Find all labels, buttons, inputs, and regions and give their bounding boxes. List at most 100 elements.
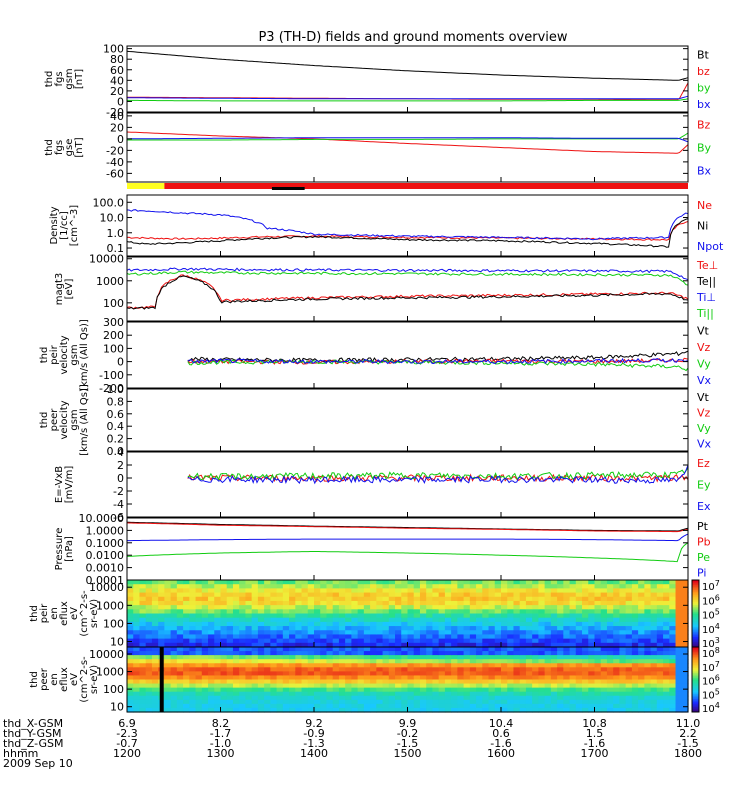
heatmap-cell (656, 634, 664, 640)
heatmap-cell (469, 707, 477, 713)
heatmap-cell (501, 675, 508, 681)
heatmap-cell (519, 584, 527, 589)
heatmap-cell (594, 605, 602, 610)
heatmap-cell (189, 617, 197, 623)
heatmap-cell (307, 691, 315, 697)
heatmap-cell (401, 584, 409, 589)
heatmap-cell (463, 584, 471, 589)
heatmap-cell (463, 675, 471, 681)
heatmap-cell (245, 663, 253, 668)
heatmap-cell (631, 699, 639, 705)
y-tick-label: -40 (106, 156, 124, 169)
heatmap-cell (519, 659, 527, 664)
heatmap-cell (183, 679, 190, 685)
heatmap-cell (245, 592, 253, 598)
heatmap-cell (351, 695, 359, 701)
x-tick-label: -0.7 (116, 737, 137, 750)
heatmap-cell (656, 703, 664, 709)
heatmap-cell (401, 707, 409, 713)
heatmap-cell (351, 675, 359, 681)
heatmap-cell (594, 609, 602, 615)
heatmap-cell (295, 584, 303, 589)
heatmap-cell (176, 596, 184, 602)
heatmap-cell (656, 647, 664, 652)
heatmap-cell (314, 647, 321, 652)
heatmap-cell (189, 592, 197, 598)
heatmap-cell (326, 667, 334, 672)
heatmap-cell (525, 683, 533, 689)
heatmap-cell (338, 626, 346, 631)
heatmap-cell (569, 634, 577, 640)
y-axis-label-line: peir (49, 344, 60, 364)
heatmap-cell (631, 647, 639, 652)
heatmap-cell (195, 647, 203, 652)
heatmap-cell (656, 592, 664, 598)
heatmap-cell (675, 580, 683, 585)
heatmap-cell (575, 626, 583, 631)
heatmap-cell (681, 647, 689, 652)
heatmap-cell (463, 600, 471, 606)
heatmap-cell (507, 609, 515, 615)
heatmap-cell (438, 596, 446, 602)
heatmap-cell (631, 679, 639, 685)
heatmap-cell (625, 588, 633, 594)
heatmap-cell (145, 647, 153, 652)
heatmap-cell (482, 621, 490, 627)
heatmap-cell (644, 667, 652, 672)
heatmap-cell (370, 699, 377, 705)
heatmap-cell (314, 580, 321, 585)
heatmap-cell (195, 592, 203, 598)
heatmap-cell (176, 663, 184, 668)
heatmap-cell (600, 630, 608, 636)
heatmap-cell (208, 630, 215, 636)
heatmap-cell (432, 707, 440, 713)
heatmap-cell (519, 580, 527, 585)
heatmap-cell (557, 605, 564, 610)
colorbar-cell (692, 671, 699, 674)
heatmap-cell (257, 707, 265, 713)
heatmap-cell (133, 695, 141, 701)
heatmap-cell (600, 600, 608, 606)
heatmap-cell (314, 695, 321, 701)
legend-label-blue: Vx (697, 437, 712, 450)
series-line-green (127, 98, 689, 102)
heatmap-cell (189, 679, 197, 685)
heatmap-cell (413, 651, 421, 656)
y-axis-label-line: [eV] (64, 279, 75, 300)
heatmap-cell (413, 655, 421, 660)
heatmap-cell (282, 626, 290, 631)
heatmap-cell (370, 605, 377, 610)
heatmap-cell (588, 707, 596, 713)
heatmap-cell (569, 642, 577, 648)
y-axis-label-line: (cm^2-s- (79, 656, 90, 703)
colorbar-label-base: 10 (702, 663, 715, 674)
heatmap-cell (345, 675, 352, 681)
x-tick-label: -1.0 (210, 737, 231, 750)
heatmap-cell (419, 634, 427, 640)
heatmap-cell (606, 596, 614, 602)
heatmap-cell (563, 634, 571, 640)
heatmap-cell (401, 703, 409, 709)
heatmap-cell (363, 647, 371, 652)
heatmap-cell (158, 642, 165, 648)
heatmap-cell (419, 659, 427, 664)
heatmap-cell (532, 703, 539, 709)
heatmap-cell (276, 683, 284, 689)
heatmap-cell (257, 638, 265, 644)
heatmap-cell (669, 691, 677, 697)
heatmap-cell (189, 655, 197, 660)
heatmap-cell (407, 707, 415, 713)
heatmap-cell (214, 671, 222, 677)
y-axis-label-line: [cm^-3] (69, 205, 80, 246)
heatmap-cell (127, 659, 134, 664)
heatmap-cell (494, 695, 502, 701)
colorbar-cell (692, 655, 699, 658)
heatmap-cell (681, 584, 689, 589)
heatmap-cell (507, 671, 515, 677)
heatmap-cell (314, 691, 321, 697)
heatmap-cell (413, 600, 421, 606)
heatmap-cell (376, 617, 384, 623)
y-tick-label: 2 (117, 459, 124, 472)
heatmap-cell (451, 600, 458, 606)
